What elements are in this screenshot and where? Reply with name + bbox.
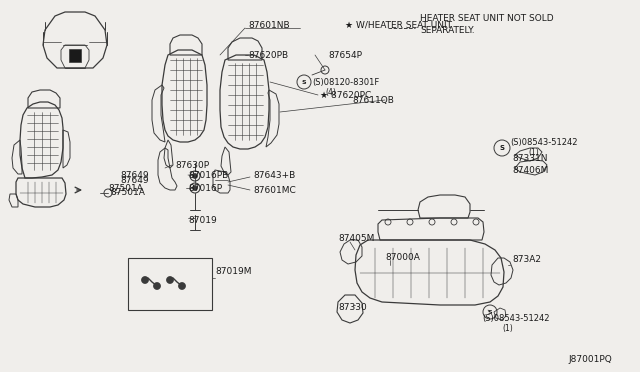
Text: (S)08120-8301F: (S)08120-8301F	[312, 77, 380, 87]
Circle shape	[166, 276, 173, 283]
Circle shape	[193, 186, 198, 190]
Text: 87654P: 87654P	[328, 51, 362, 60]
Text: (1): (1)	[528, 148, 539, 157]
Text: S: S	[488, 310, 492, 314]
Text: 87019M: 87019M	[215, 267, 252, 276]
Text: (S)08543-51242: (S)08543-51242	[510, 138, 577, 147]
Text: S: S	[499, 145, 504, 151]
Circle shape	[179, 282, 186, 289]
Circle shape	[141, 276, 148, 283]
Polygon shape	[69, 49, 81, 62]
Text: 87406M: 87406M	[512, 166, 548, 174]
Text: SEPARATELY.: SEPARATELY.	[420, 26, 475, 35]
Circle shape	[154, 282, 161, 289]
Text: 87016P: 87016P	[188, 183, 222, 192]
Text: S: S	[301, 80, 307, 84]
Text: (4): (4)	[325, 87, 336, 96]
Text: 87016PB: 87016PB	[188, 170, 228, 180]
Text: 87331N: 87331N	[512, 154, 547, 163]
Circle shape	[193, 173, 198, 179]
Text: ★ W/HEATER SEAT UNIT: ★ W/HEATER SEAT UNIT	[345, 20, 452, 29]
Text: HEATER SEAT UNIT NOT SOLD: HEATER SEAT UNIT NOT SOLD	[420, 13, 554, 22]
Text: 87649: 87649	[120, 170, 148, 180]
Text: 87019: 87019	[188, 215, 217, 224]
Text: 87405M: 87405M	[338, 234, 374, 243]
Text: 87611QB: 87611QB	[352, 96, 394, 105]
Text: 87601NB: 87601NB	[248, 20, 290, 29]
Text: 87000A: 87000A	[385, 253, 420, 263]
Bar	[128, 258, 212, 310]
Text: (1): (1)	[502, 324, 513, 333]
Text: J87001PQ: J87001PQ	[568, 356, 612, 365]
Text: 873A2: 873A2	[512, 256, 541, 264]
Text: 87501A: 87501A	[110, 187, 145, 196]
Text: 87630P: 87630P	[175, 160, 209, 170]
Text: 87601MC: 87601MC	[253, 186, 296, 195]
Text: 87649: 87649	[120, 176, 148, 185]
Text: (S)08543-51242: (S)08543-51242	[482, 314, 550, 323]
Text: 87620PB: 87620PB	[248, 51, 288, 60]
Text: 87330: 87330	[338, 304, 367, 312]
Text: 87501A: 87501A	[108, 183, 143, 192]
Text: ★ 87620PC: ★ 87620PC	[320, 90, 371, 99]
Text: 87643+B: 87643+B	[253, 170, 295, 180]
